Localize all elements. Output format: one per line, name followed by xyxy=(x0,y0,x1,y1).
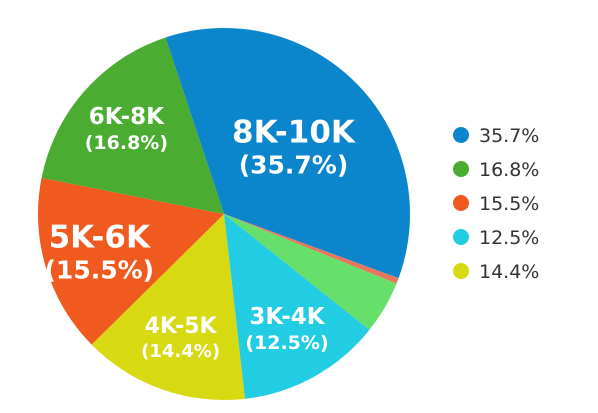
slice-percent-6k-8k: (16.8%) xyxy=(85,132,168,154)
pie-slices xyxy=(37,27,411,400)
slice-5k-6k xyxy=(37,177,225,345)
slice-light-green xyxy=(224,214,397,330)
legend-label-4: 14.4% xyxy=(479,261,539,283)
slice-labels: 8K-10K(35.7%) 3K-4K(12.5%) 4K-5K(14.4%) 5K-… xyxy=(45,104,356,362)
legend-label-3: 12.5% xyxy=(479,227,539,249)
legend-swatch-4 xyxy=(453,263,469,279)
slice-label-4k-5k: 4K-5K xyxy=(145,314,218,339)
slice-3k-4k xyxy=(224,214,370,399)
legend-swatch-0 xyxy=(453,127,469,143)
legend-label-2: 15.5% xyxy=(479,193,539,215)
slice-8k-10k xyxy=(165,27,411,279)
slice-label-8k-10k: 8K-10K xyxy=(232,115,356,151)
slice-percent-3k-4k: (12.5%) xyxy=(245,332,328,354)
slice-6k-8k xyxy=(41,37,224,214)
legend-swatch-2 xyxy=(453,195,469,211)
legend-swatch-1 xyxy=(453,161,469,177)
slice-label-6k-8k: 6K-8K xyxy=(89,104,165,130)
legend-label-0: 35.7% xyxy=(479,125,539,147)
legend-label-1: 16.8% xyxy=(479,159,539,181)
slice-4k-5k xyxy=(91,214,245,400)
slice-small-orange xyxy=(224,214,399,284)
slice-percent-8k-10k: (35.7%) xyxy=(239,151,349,180)
legend-swatch-3 xyxy=(453,229,469,245)
slice-percent-5k-6k: (15.5%) xyxy=(45,255,155,284)
slice-label-3k-4k: 3K-4K xyxy=(249,304,325,330)
slice-percent-4k-5k: (14.4%) xyxy=(141,341,220,362)
slice-label-5k-6k: 5K-6K xyxy=(49,219,151,255)
legend: 35.7% 16.8% 15.5% 12.5% 14.4% xyxy=(453,125,539,283)
